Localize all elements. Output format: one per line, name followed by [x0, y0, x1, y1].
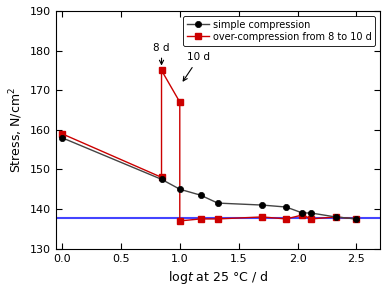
Text: 10 d: 10 d	[183, 52, 211, 81]
simple compression	[333, 215, 338, 219]
simple compression	[60, 136, 64, 139]
simple compression	[309, 211, 313, 215]
over-compression from 8 to 10 d	[300, 213, 305, 217]
over-compression from 8 to 10 d	[198, 217, 203, 221]
over-compression from 8 to 10 d	[333, 215, 338, 219]
simple compression	[300, 211, 305, 215]
Y-axis label: Stress, N/cm$^2$: Stress, N/cm$^2$	[7, 87, 24, 173]
over-compression from 8 to 10 d	[216, 217, 220, 221]
over-compression from 8 to 10 d	[159, 69, 164, 72]
simple compression	[216, 201, 220, 205]
X-axis label: log$\it{t}$ at 25 $\mathregular{°}$C / d: log$\it{t}$ at 25 $\mathregular{°}$C / d	[168, 269, 268, 286]
over-compression from 8 to 10 d	[60, 132, 64, 135]
over-compression from 8 to 10 d	[309, 217, 313, 221]
Text: 8 d: 8 d	[153, 42, 170, 64]
Line: simple compression: simple compression	[59, 134, 360, 222]
over-compression from 8 to 10 d	[178, 100, 182, 104]
simple compression	[284, 205, 288, 209]
Legend: simple compression, over-compression from 8 to 10 d: simple compression, over-compression fro…	[183, 16, 375, 46]
simple compression	[260, 203, 264, 207]
over-compression from 8 to 10 d	[354, 217, 359, 221]
over-compression from 8 to 10 d	[159, 176, 164, 179]
over-compression from 8 to 10 d	[284, 217, 288, 221]
simple compression	[178, 188, 182, 191]
simple compression	[354, 217, 359, 221]
over-compression from 8 to 10 d	[260, 215, 264, 219]
over-compression from 8 to 10 d	[178, 219, 182, 223]
simple compression	[159, 178, 164, 181]
simple compression	[198, 193, 203, 197]
Line: over-compression from 8 to 10 d: over-compression from 8 to 10 d	[59, 68, 359, 224]
